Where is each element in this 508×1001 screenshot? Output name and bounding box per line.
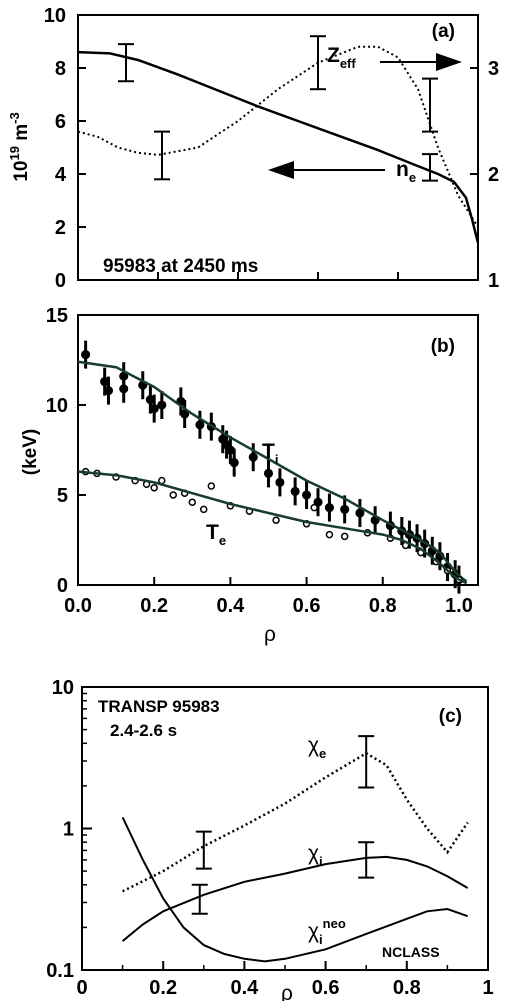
point-t_i: [313, 497, 323, 507]
panel-c-y-tick-label: 1: [63, 819, 74, 841]
panel-c-xlabel: ρ: [281, 982, 293, 1001]
point-t_e: [150, 484, 158, 492]
panel-a-right-tick-label: 2: [488, 164, 499, 186]
series-line-z_eff: [77, 45, 479, 228]
panel-a-right-tick-label: 1: [488, 270, 499, 292]
point-t_i: [275, 477, 285, 487]
panel-a-ylabel: 1019 m-3: [7, 112, 32, 181]
panel-b-series: [77, 340, 468, 594]
panel-c: 0.1 1 10 0 0.2 0.4 0.6 0.8 1 (c) TRANSP 95983 2.…: [46, 677, 493, 1001]
panel-a-frame: [77, 14, 479, 281]
point-t_i: [229, 458, 239, 468]
point-t_i: [119, 384, 129, 394]
panel-b-x-tick-label: 0.4: [216, 595, 245, 617]
panel-b-y-tick-label: 10: [46, 395, 68, 417]
point-t_e: [340, 532, 349, 541]
point-t_e: [272, 516, 280, 524]
panel-c-x-tick-label: 0: [76, 977, 87, 999]
panel-b-y-tick-label: 0: [57, 575, 68, 597]
point-t_i: [180, 409, 190, 419]
point-t_e: [310, 503, 318, 512]
panel-b-x-tick-label: 0.2: [140, 595, 168, 617]
panel-a-left-tick-label: 10: [44, 5, 66, 27]
point-t_e: [188, 498, 197, 506]
point-t_i: [103, 386, 114, 396]
panel-b-x-tick-label: 0.8: [369, 595, 397, 617]
point-t_i: [302, 490, 312, 500]
panel-b-label: (b): [431, 336, 455, 357]
panel-c-x-tick-label: 0.6: [312, 977, 340, 999]
panel-b-x-tick-label: 0.6: [293, 595, 321, 617]
panel-c-annotation-2: 2.4-2.6 s: [110, 721, 177, 740]
ti-label: Ti: [262, 440, 278, 467]
panel-b-y-tick-label: 5: [57, 485, 68, 507]
panel-b-ticks: 0 5 10 15 0.0 0.2 0.4 0.6 0.8 1.0: [46, 305, 473, 617]
point-t_i: [324, 503, 334, 513]
panel-b-x-tick-label: 0.0: [64, 595, 92, 617]
panel-c-x-tick-label: 1: [482, 977, 493, 999]
panel-b-frame: [77, 314, 479, 586]
chi-e-label: χe: [308, 734, 326, 761]
panel-a-left-tick-label: 2: [55, 217, 66, 239]
panel-a-left-tick-label: 4: [55, 164, 67, 186]
panel-c-y-tick-label: 10: [52, 677, 74, 699]
series-line-chi-i-neo: [121, 816, 469, 963]
point-t_i: [149, 404, 159, 414]
panel-b-ylabel: (keV): [20, 429, 41, 475]
panel-b-xlabel: ρ: [264, 623, 276, 646]
fit-line-t_i: [77, 360, 468, 583]
panel-c-ticks: 0.1 1 10 0 0.2 0.4 0.6 0.8 1: [46, 677, 493, 999]
series-line-chi-i: [121, 855, 469, 942]
nclass-label: NCLASS: [382, 944, 440, 960]
panel-c-x-tick-label: 0.4: [230, 977, 259, 999]
point-t_e: [169, 491, 177, 499]
point-t_e: [207, 482, 216, 490]
point-t_i: [248, 452, 258, 462]
panel-c-annotation-1: TRANSP 95983: [98, 697, 220, 716]
fit-line-t_e: [77, 470, 468, 585]
series-line-chi-e: [122, 751, 469, 893]
panel-c-series: [121, 735, 469, 963]
panel-b-y-tick-label: 15: [46, 305, 68, 327]
point-t_i: [263, 468, 274, 478]
panel-c-label: (c): [439, 706, 462, 727]
point-t_i: [290, 486, 300, 496]
te-label: Te: [206, 521, 226, 548]
chi-i-neo-label: χineo: [308, 916, 346, 947]
panel-c-x-tick-label: 0.8: [393, 977, 421, 999]
point-t_i: [340, 504, 350, 514]
point-t_i: [157, 400, 167, 410]
panel-a-label: (a): [432, 21, 455, 42]
point-t_i: [81, 350, 91, 360]
panel-a-right-tick-label: 3: [488, 58, 499, 80]
panel-a-left-tick-label: 6: [55, 111, 66, 133]
chi-i-label: χi: [308, 842, 323, 869]
ne-arrow: [268, 161, 385, 179]
ne-label: ne: [396, 158, 416, 185]
point-t_i: [355, 508, 365, 518]
panel-a-left-tick-label: 0: [55, 270, 66, 292]
panel-c-x-tick-label: 0.2: [149, 977, 177, 999]
zeff-arrow: [380, 53, 462, 71]
zeff-label: Zeff: [327, 44, 356, 71]
panel-a-annotation: 95983 at 2450 ms: [103, 256, 258, 277]
panel-b-x-tick-label: 1.0: [445, 595, 473, 617]
series-line-n_e: [77, 50, 480, 244]
panel-a-left-tick-label: 8: [55, 58, 66, 80]
panel-c-y-tick-label: 0.1: [46, 960, 74, 982]
point-t_e: [325, 530, 334, 539]
point-t_e: [199, 505, 208, 514]
point-t_i: [195, 420, 205, 430]
panel-a-series: [77, 35, 480, 244]
